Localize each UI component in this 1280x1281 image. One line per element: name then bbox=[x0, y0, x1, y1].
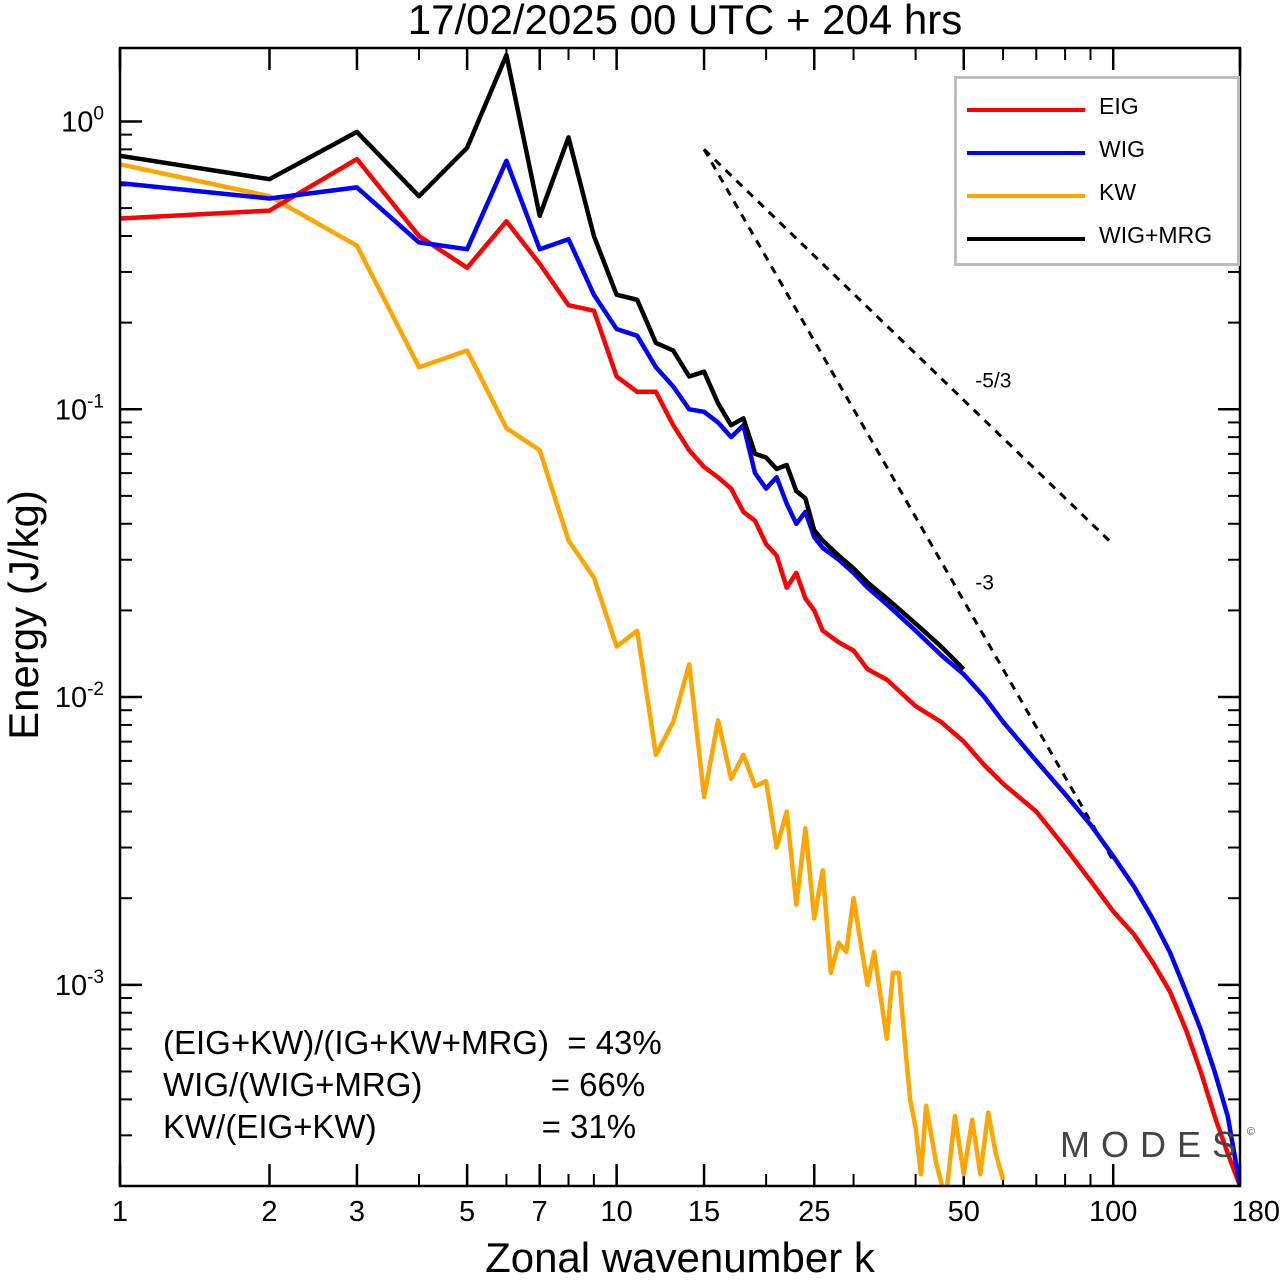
x-tick-label: 15 bbox=[688, 1196, 720, 1228]
reference-line-slope-1 bbox=[702, 148, 1115, 862]
ratio-kw-annotation: KW/(EIG+KW) = 31% bbox=[163, 1108, 637, 1145]
series-line-wig-mrg bbox=[120, 52, 966, 671]
modes-logo-text: MODES bbox=[1060, 1124, 1248, 1165]
series-line-wig bbox=[120, 158, 1240, 1186]
legend-item-kw: KW bbox=[957, 178, 1237, 218]
y-tick-label: 100 bbox=[61, 103, 104, 138]
x-axis-label: Zonal wavenumber k bbox=[485, 1234, 876, 1281]
y-tick-label: 10-2 bbox=[55, 679, 104, 714]
legend-label-kw: KW bbox=[1099, 179, 1137, 205]
legend-swatch-eig bbox=[967, 108, 1085, 112]
legend-label-eig: EIG bbox=[1099, 93, 1139, 119]
ratio-wig-annotation: WIG/(WIG+MRG) = 66% bbox=[163, 1066, 646, 1103]
copyright-mark: © bbox=[1246, 1126, 1256, 1138]
legend-label-wig: WIG bbox=[1099, 136, 1145, 162]
x-tick-label: 10 bbox=[600, 1196, 632, 1228]
legend-label-wig-mrg: WIG+MRG bbox=[1099, 222, 1213, 248]
x-tick-label: 1 bbox=[112, 1196, 128, 1228]
y-tick-label: 10-1 bbox=[55, 391, 104, 426]
x-tick-label: 25 bbox=[798, 1196, 830, 1228]
x-tick-label: 2 bbox=[261, 1196, 277, 1228]
legend-swatch-kw bbox=[967, 194, 1085, 198]
reference-line-label: -5/3 bbox=[975, 370, 1011, 393]
y-tick-label: 10-3 bbox=[55, 967, 104, 1002]
modes-logo: MODES © bbox=[1060, 1124, 1255, 1166]
x-tick-label: 180 bbox=[1232, 1196, 1280, 1228]
series-line-kw bbox=[120, 162, 1006, 1186]
plot-frame bbox=[118, 46, 1242, 1188]
x-tick-label: 7 bbox=[532, 1196, 548, 1228]
legend-item-wig: WIG bbox=[957, 135, 1237, 175]
y-axis-label: Energy (J/kg) bbox=[0, 490, 47, 740]
legend-item-eig: EIG bbox=[957, 92, 1237, 132]
legend-item-wig-mrg: WIG+MRG bbox=[957, 221, 1237, 261]
legend-swatch-wig bbox=[967, 151, 1085, 155]
x-tick-label: 50 bbox=[948, 1196, 980, 1228]
x-tick-label: 100 bbox=[1089, 1196, 1137, 1228]
legend: EIG WIG KW WIG+MRG bbox=[954, 76, 1240, 266]
ratio-eig-kw-annotation: (EIG+KW)/(IG+KW+MRG) = 43% bbox=[163, 1024, 662, 1061]
series-line-eig bbox=[120, 156, 1240, 1186]
reference-line-label: -3 bbox=[975, 571, 994, 594]
legend-swatch-wig-mrg bbox=[967, 237, 1085, 241]
reference-line-slope-0 bbox=[703, 148, 1115, 546]
x-tick-label: 5 bbox=[459, 1196, 475, 1228]
x-tick-label: 3 bbox=[349, 1196, 365, 1228]
chart-title: 17/02/2025 00 UTC + 204 hrs bbox=[408, 0, 963, 43]
